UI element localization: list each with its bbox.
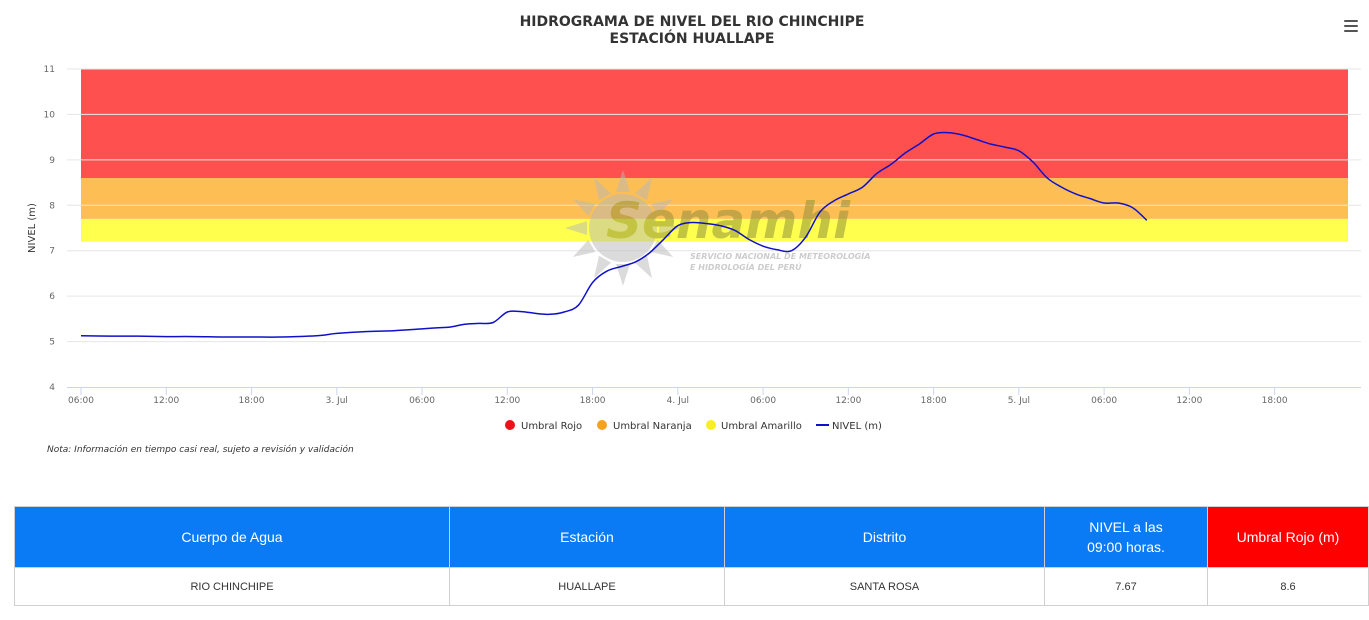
header-red-threshold: Umbral Rojo (m) <box>1207 506 1369 568</box>
x-tick-label: 18:00 <box>239 396 265 406</box>
chart-title-block: HIDROGRAMA DE NIVEL DEL RIO CHINCHIPE ES… <box>0 14 1369 48</box>
note-text: Nota: Información en tiempo casi real, s… <box>47 445 354 455</box>
sun-ray <box>572 199 596 217</box>
sun-ray <box>634 255 652 279</box>
legend-marker-icon <box>597 420 607 430</box>
sun-logo-icon <box>565 170 681 286</box>
grid-lines <box>67 68 1361 343</box>
x-tick-label: 12:00 <box>1176 396 1202 406</box>
x-tick-label: 06:00 <box>409 396 435 406</box>
x-tick-label: 18:00 <box>580 396 606 406</box>
header-water-body: Cuerpo de Agua <box>14 506 450 568</box>
x-tick-label: 06:00 <box>68 396 94 406</box>
legend-label: Umbral Naranja <box>613 421 692 432</box>
y-tick-label: 5 <box>49 338 55 348</box>
axes <box>67 387 1361 395</box>
y-tick-labels: 4 5 6 7 8 9 10 11 <box>44 65 56 393</box>
band-umbral-naranja <box>81 178 1348 219</box>
watermark-line2: E HIDROLOGÍA DEL PERÚ <box>690 261 802 272</box>
x-tick-labels: 06:00 12:00 18:00 3. Jul 06:00 12:00 18:00 4. J… <box>68 396 1288 406</box>
sun-ray <box>572 239 596 257</box>
sun-ray <box>565 221 587 235</box>
x-tick-label: 06:00 <box>750 396 776 406</box>
legend-marker-icon <box>706 420 716 430</box>
legend-label: Umbral Rojo <box>521 421 582 432</box>
sun-ray <box>616 264 630 286</box>
y-tick-label: 8 <box>49 201 55 211</box>
hydrograph-chart: Senamhi SERVICIO NACIONAL DE METEOROLOGÍ… <box>27 65 1361 432</box>
x-tick-label: 3. Jul <box>326 396 348 406</box>
series-layer <box>80 131 1148 338</box>
cell-station: HUALLAPE <box>449 567 725 606</box>
chart-subtitle: ESTACIÓN HUALLAPE <box>609 31 775 47</box>
cell-water-body: RIO CHINCHIPE <box>14 567 450 606</box>
y-tick-label: 11 <box>44 65 55 75</box>
header-level: NIVEL a las 09:00 horas. <box>1044 506 1208 568</box>
hamburger-menu-icon[interactable] <box>1344 20 1358 34</box>
x-tick-label: 06:00 <box>1091 396 1117 406</box>
station-table: Cuerpo de Agua Estación Distrito NIVEL a… <box>14 506 1369 606</box>
y-tick-label: 9 <box>49 156 55 166</box>
series-line-nivel <box>80 131 1148 338</box>
x-tick-label: 12:00 <box>835 396 861 406</box>
legend-marker-icon <box>505 420 515 430</box>
legend-item[interactable]: Umbral Rojo <box>505 420 582 432</box>
sun-ray <box>616 170 630 192</box>
sun-ray <box>650 199 674 217</box>
table-header-row: Cuerpo de Agua Estación Distrito NIVEL a… <box>14 506 1369 568</box>
y-axis-label: NIVEL (m) <box>27 203 38 253</box>
x-tick-label: 12:00 <box>494 396 520 406</box>
x-tick-label: 5. Jul <box>1008 396 1030 406</box>
band-umbral-rojo <box>81 69 1348 179</box>
header-station: Estación <box>449 506 725 568</box>
legend-label: Umbral Amarillo <box>721 421 802 432</box>
legend-item[interactable]: Umbral Amarillo <box>706 420 802 432</box>
sun-ray <box>634 177 652 201</box>
sun-ray <box>659 221 681 235</box>
x-tick-label: 12:00 <box>153 396 179 406</box>
sun-ray <box>594 177 612 201</box>
y-tick-label: 7 <box>49 247 55 257</box>
legend: Umbral Rojo Umbral Naranja Umbral Amarillo… <box>505 420 882 432</box>
x-tick-label: 18:00 <box>1262 396 1288 406</box>
band-umbral-amarillo <box>81 218 1348 242</box>
table-row: RIO CHINCHIPE HUALLAPE SANTA ROSA 7.67 8… <box>14 567 1369 606</box>
y-tick-label: 10 <box>44 110 56 120</box>
watermark-line1: SERVICIO NACIONAL DE METEOROLOGÍA <box>690 250 870 261</box>
sun-ray <box>650 239 674 257</box>
legend-item[interactable]: NIVEL (m) <box>816 421 882 432</box>
legend-label: NIVEL (m) <box>832 421 882 432</box>
x-tick-label: 18:00 <box>921 396 947 406</box>
header-level-line1: NIVEL a las <box>1089 519 1163 535</box>
cell-red-threshold: 8.6 <box>1207 567 1369 606</box>
header-district: Distrito <box>724 506 1045 568</box>
sun-ray <box>594 255 612 279</box>
legend-item[interactable]: Umbral Naranja <box>597 420 692 432</box>
y-tick-label: 6 <box>49 292 55 302</box>
senamhi-watermark: Senamhi SERVICIO NACIONAL DE METEOROLOGÍ… <box>565 170 870 286</box>
header-level-line2: 09:00 horas. <box>1087 539 1165 555</box>
watermark-name: Senamhi <box>606 192 851 250</box>
cell-level: 7.67 <box>1044 567 1208 606</box>
chart-title: HIDROGRAMA DE NIVEL DEL RIO CHINCHIPE <box>519 14 865 30</box>
y-tick-label: 4 <box>49 383 55 393</box>
x-tick-label: 4. Jul <box>667 396 689 406</box>
cell-district: SANTA ROSA <box>724 567 1045 606</box>
